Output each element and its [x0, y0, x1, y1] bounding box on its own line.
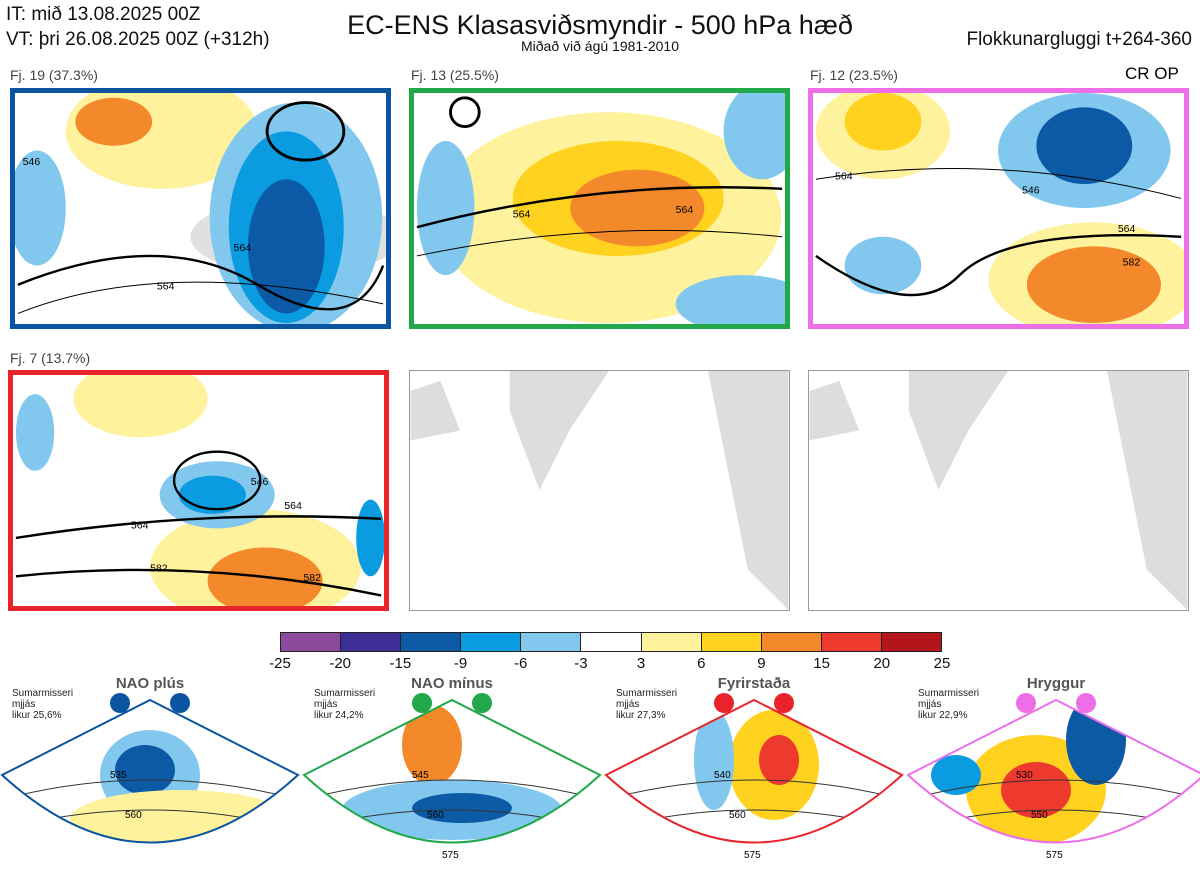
regime-description: Sumarmisseri mjjás likur 25,6%	[12, 688, 73, 721]
regime-description: Sumarmisseri mjjás likur 22,9%	[918, 688, 979, 721]
regime-panel: NAO plús Sumarmisseri mjjás likur 25,6% 535 5…	[0, 675, 300, 870]
regime-panel: Hryggur Sumarmisseri mjjás likur 22,9% 530 55…	[906, 675, 1200, 870]
contour-label: 550	[1031, 810, 1048, 821]
cluster-label: Fj. 13 (25.5%)	[411, 67, 499, 83]
colorbar-segment	[281, 633, 342, 651]
regime-panel: Fyrirstaða Sumarmisseri mjjás likur 27,3% 54…	[604, 675, 904, 870]
regime-title: Hryggur	[1026, 675, 1086, 692]
empty-map-1	[409, 370, 790, 611]
contour-label: 564	[513, 209, 531, 221]
regime-title: NAO plús	[115, 675, 185, 692]
regime-description: Sumarmisseri mjjás likur 24,2%	[314, 688, 375, 721]
colorbar	[280, 632, 942, 652]
contour-label: 546	[251, 476, 269, 488]
contour-label: 546	[1022, 185, 1040, 197]
regime-description-line: Sumarmisseri	[314, 688, 376, 699]
contour-label: 560	[427, 810, 444, 821]
valid-time: VT: þri 26.08.2025 00Z (+312h)	[6, 29, 270, 50]
contour-label: 564	[835, 170, 853, 182]
contour-label: 564	[234, 242, 252, 254]
cluster-label: Fj. 12 (23.5%)	[810, 67, 898, 83]
contour-label: 564	[1118, 223, 1136, 235]
colorbar-segment	[881, 633, 942, 651]
regime-marker-icon	[170, 693, 190, 713]
colorbar-tick: 15	[813, 655, 830, 672]
cluster-map-4: 564 546 564 582 582	[8, 370, 389, 611]
contour-label: 564	[676, 204, 694, 216]
contour-label: 575	[1046, 850, 1063, 861]
colorbar-tick: 25	[933, 655, 951, 672]
colorbar-tick: -9	[453, 655, 468, 672]
colorbar-tick: -6	[514, 655, 528, 672]
cluster-label: Fj. 19 (37.3%)	[10, 67, 98, 83]
regime-marker-icon	[110, 693, 130, 713]
regime-marker-icon	[774, 693, 794, 713]
regime-description-line: likur 27,3%	[616, 710, 666, 721]
cluster-map-2: 564 564	[409, 88, 790, 329]
regime-description-line: likur 22,9%	[918, 710, 968, 721]
regime-marker-icon	[1076, 693, 1096, 713]
contour-label: 582	[1123, 257, 1141, 269]
regime-marker-icon	[412, 693, 432, 713]
contour-label: 564	[157, 280, 175, 292]
contour-label: 575	[442, 850, 459, 861]
colorbar-segment	[761, 633, 822, 651]
contour-label: 560	[125, 810, 142, 821]
colorbar-segment	[521, 633, 582, 651]
colorbar-tick: -25	[269, 655, 291, 672]
contour-label: 564	[284, 500, 302, 512]
regime-description-line: likur 25,6%	[12, 710, 62, 721]
contour-label: 535	[110, 770, 127, 781]
regime-title: NAO mínus	[411, 675, 493, 692]
initial-time: IT: mið 13.08.2025 00Z	[6, 4, 201, 25]
colorbar-tick: -3	[574, 655, 588, 672]
colorbar-tick: 6	[697, 655, 706, 672]
regime-description-line: mjjás	[12, 699, 36, 710]
contour-label: 564	[131, 519, 149, 531]
regime-panel: NAO mínus Sumarmisseri mjjás likur 24,2% 545…	[302, 675, 602, 870]
contour-label: 540	[714, 770, 731, 781]
cluster-label: Fj. 7 (13.7%)	[10, 350, 91, 366]
regime-title: Fyrirstaða	[717, 675, 791, 692]
contour-label: 545	[412, 770, 429, 781]
contour-label: 575	[744, 850, 761, 861]
colorbar-tick: 3	[636, 655, 646, 672]
colorbar-tick: 9	[757, 655, 766, 672]
regime-marker-icon	[714, 693, 734, 713]
colorbar-segment	[401, 633, 462, 651]
cr-op-label: CR OP	[1125, 64, 1179, 83]
colorbar-segment	[641, 633, 702, 651]
cluster-map-1: 564 564 546	[10, 88, 391, 329]
regime-marker-icon	[472, 693, 492, 713]
regime-description: Sumarmisseri mjjás likur 27,3%	[616, 688, 677, 721]
colorbar-segment	[581, 633, 642, 651]
colorbar-tick: -20	[329, 655, 352, 672]
colorbar-segment	[461, 633, 522, 651]
regime-marker-icon	[1016, 693, 1036, 713]
page-subtitle: Miðað við ágú 1981-2010	[520, 38, 679, 54]
colorbar-segment	[701, 633, 762, 651]
page-title: EC-ENS Klasasviðsmyndir - 500 hPa hæð	[347, 10, 853, 40]
colorbar-tick: 20	[873, 655, 891, 672]
regime-description-line: likur 24,2%	[314, 710, 364, 721]
clustering-window: Flokkunargluggi t+264-360	[966, 29, 1192, 50]
regime-description-line: mjjás	[918, 699, 942, 710]
cluster-map-3: 564 546 564 582	[808, 88, 1189, 329]
empty-map-2	[808, 370, 1189, 611]
regime-description-line: Sumarmisseri	[12, 688, 74, 699]
contour-label: 546	[23, 156, 41, 168]
regime-description-line: Sumarmisseri	[918, 688, 980, 699]
regime-description-line: mjjás	[616, 699, 640, 710]
regime-description-line: Sumarmisseri	[616, 688, 678, 699]
contour-label: 582	[303, 572, 321, 584]
contour-label: 530	[1016, 770, 1033, 781]
contour-label: 582	[150, 562, 168, 574]
colorbar-segment	[821, 633, 882, 651]
colorbar-tick: -15	[389, 655, 412, 672]
regime-description-line: mjjás	[314, 699, 338, 710]
contour-label: 560	[729, 810, 746, 821]
colorbar-segment	[341, 633, 402, 651]
